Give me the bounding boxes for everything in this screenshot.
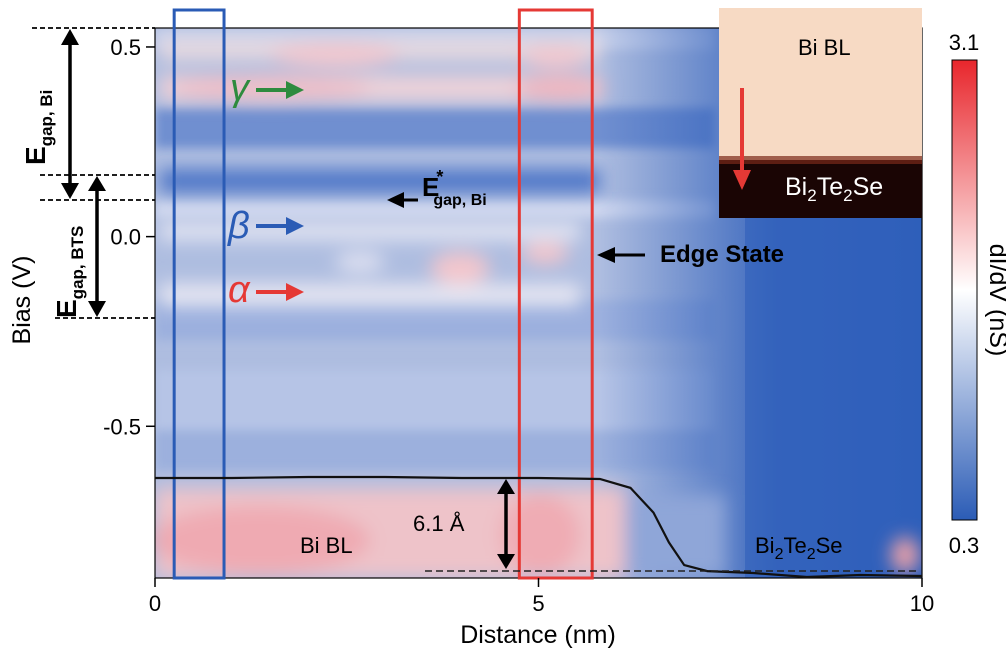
gap-annotations: Egap, Bi Egap, BTS <box>20 27 155 319</box>
inset-arrow-head <box>733 170 751 190</box>
e-star-annotation: E* gap, Bi <box>387 167 487 209</box>
inset-image: Bi BL Bi2Te2Se <box>719 8 922 218</box>
step-height-arrowhead-top <box>497 479 515 494</box>
gap-bts-label: Egap, BTS <box>51 226 87 318</box>
band-label-gamma: γ <box>230 67 304 109</box>
svg-text:E*gap, Bi: E* gap, Bi <box>422 167 487 209</box>
y-tick-label: -0.5 <box>103 414 141 439</box>
inset-top-label: Bi BL <box>798 35 851 60</box>
band-label-beta: β <box>227 205 304 247</box>
step-height-label: 6.1 Å <box>413 511 465 536</box>
height-profile-line <box>155 475 923 579</box>
svg-text:β: β <box>227 205 250 247</box>
heatmap-bands <box>160 40 605 306</box>
svg-text:α: α <box>228 269 251 311</box>
x-axis: 0 5 10 <box>149 578 934 616</box>
colorbar-max-label: 3.1 <box>949 30 980 55</box>
colorbar-title: dI/dV (nS) <box>984 244 1006 357</box>
highlight-box <box>172 8 226 580</box>
y-tick-label: 0.0 <box>110 225 141 250</box>
x-axis-title: Distance (nm) <box>460 621 616 649</box>
highlight-boxes <box>172 8 594 580</box>
x-tick-label: 10 <box>910 591 934 616</box>
band-label-alpha: α <box>228 269 304 311</box>
gap-bi-label: Egap, Bi <box>20 90 56 165</box>
y-axis: 0.5 0.0 -0.5 <box>103 35 155 439</box>
inset-top <box>719 8 922 163</box>
colorbar: 3.1 0.3 dI/dV (nS) <box>949 30 1006 558</box>
colorbar-gradient <box>951 59 978 521</box>
edge-state-annotation: Edge State <box>597 241 784 268</box>
x-tick-label: 0 <box>149 591 161 616</box>
svg-text:γ: γ <box>230 67 251 109</box>
colorbar-min-label: 0.3 <box>949 533 980 558</box>
bi-bl-label: Bi BL <box>300 533 353 558</box>
y-axis-title: Bias (V) <box>8 256 36 345</box>
inset-bottom-label: Bi2Te2Se <box>785 173 883 205</box>
x-tick-label: 5 <box>532 591 544 616</box>
heatmap-bottom-region <box>155 488 919 578</box>
y-tick-label: 0.5 <box>110 35 141 60</box>
bts-label: Bi2Te2Se <box>755 533 843 563</box>
highlight-box <box>517 8 594 580</box>
step-height-arrowhead-bottom <box>497 554 515 569</box>
svg-text:Edge State: Edge State <box>660 241 784 268</box>
inset-bottom <box>719 160 922 218</box>
